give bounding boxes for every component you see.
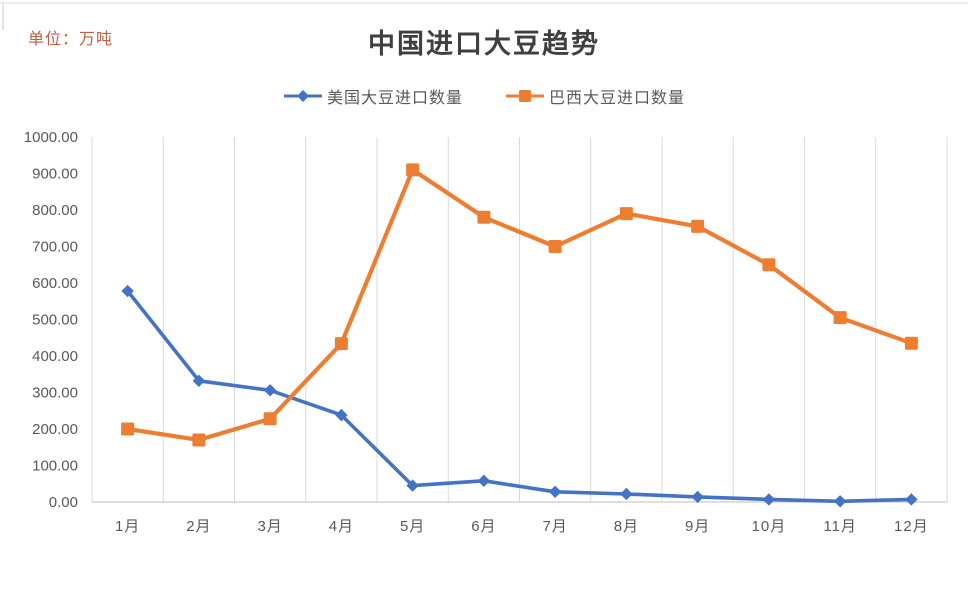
us-series-marker	[691, 490, 704, 504]
legend: 美国大豆进口数量 巴西大豆进口数量	[0, 84, 968, 108]
square-marker-icon	[505, 89, 545, 103]
brazil-series-marker	[121, 422, 135, 436]
brazil-series-marker	[619, 207, 633, 221]
brazil-series-marker	[192, 433, 206, 447]
x-tick-label: 10月	[752, 518, 787, 535]
us-series-marker	[548, 485, 562, 498]
brazil-series-marker	[334, 337, 348, 351]
brazil-series-marker	[263, 412, 277, 426]
y-tick-label: 300.00	[32, 385, 78, 402]
brazil-series-line	[125, 167, 914, 442]
window-left-border	[2, 2, 4, 30]
us-series-marker	[905, 493, 918, 506]
us-series-marker	[762, 493, 776, 506]
y-tick-label: 500.00	[32, 312, 78, 329]
y-tick-label: 100.00	[32, 458, 78, 475]
us-series-line	[125, 289, 914, 504]
x-tick-label: 7月	[542, 518, 567, 535]
x-tick-label: 5月	[400, 518, 425, 535]
x-axis-labels: 1月 2月 3月 4月 5月 6月 7月 8月 9月 10月 11月 12月	[115, 518, 929, 535]
x-tick-label: 6月	[471, 518, 496, 535]
y-tick-label: 700.00	[32, 239, 78, 256]
x-tick-label: 12月	[894, 518, 929, 535]
brazil-series-marker	[833, 311, 847, 325]
us-series-marker	[335, 408, 348, 422]
x-tick-label: 3月	[257, 518, 282, 535]
x-tick-label: 4月	[329, 518, 354, 535]
brazil-series-marker	[904, 336, 918, 350]
gridlines	[91, 137, 948, 502]
legend-label-brazil: 巴西大豆进口数量	[549, 90, 686, 107]
x-tick-label: 2月	[186, 518, 211, 535]
x-tick-label: 11月	[823, 518, 857, 535]
brazil-series-marker	[548, 240, 562, 253]
brazil-series-marker	[762, 258, 776, 272]
unit-label: 单位：万吨	[28, 31, 114, 48]
window-top-border	[0, 2, 968, 4]
page-title: 中国进口大豆趋势	[368, 29, 600, 59]
brazil-series-marker	[477, 210, 491, 224]
us-series-marker	[477, 474, 491, 488]
y-tick-label: 600.00	[32, 275, 78, 292]
y-tick-label: 0.00	[49, 494, 78, 511]
us-series-marker	[263, 384, 277, 397]
us-series-marker	[620, 487, 633, 501]
y-tick-label: 800.00	[32, 202, 78, 219]
y-tick-label: 1000.00	[24, 129, 78, 146]
x-tick-label: 1月	[115, 518, 140, 535]
brazil-series-marker	[406, 163, 420, 177]
brazil-series-marker	[691, 219, 705, 233]
y-tick-label: 900.00	[32, 166, 78, 183]
legend-item-us: 美国大豆进口数量	[283, 84, 463, 108]
legend-label-us: 美国大豆进口数量	[326, 90, 463, 107]
diamond-marker-icon	[283, 89, 323, 103]
us-series-marker	[833, 495, 847, 508]
legend-item-brazil: 巴西大豆进口数量	[505, 84, 685, 108]
us-series-marker	[192, 374, 206, 388]
y-axis-labels: 0.00 100.00 200.00 300.00 400.00 500.00 600.00…	[24, 129, 78, 511]
brazil-series-markers	[121, 163, 918, 447]
y-tick-label: 400.00	[32, 348, 78, 365]
us-series-marker	[406, 479, 419, 492]
y-tick-label: 200.00	[32, 421, 78, 438]
us-series-marker	[121, 284, 134, 298]
x-tick-label: 9月	[685, 518, 710, 535]
us-series-markers	[121, 284, 918, 508]
x-tick-label: 8月	[614, 518, 639, 535]
